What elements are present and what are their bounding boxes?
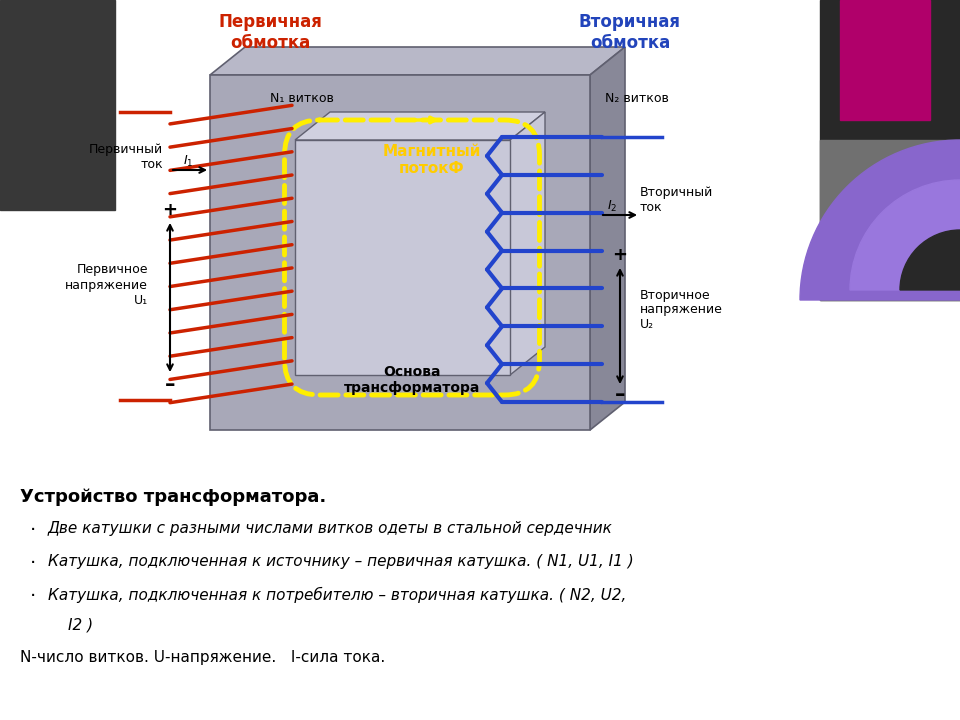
Text: Магнитный
потокФ: Магнитный потокФ <box>383 144 481 176</box>
Text: Устройство трансформатора.: Устройство трансформатора. <box>20 488 326 506</box>
Text: ·: · <box>30 521 36 540</box>
Text: $I_2$: $I_2$ <box>607 199 617 214</box>
Bar <box>210 75 590 430</box>
Polygon shape <box>510 112 545 375</box>
Text: N-число витков. U-напряжение.   I-сила тока.: N-число витков. U-напряжение. I-сила ток… <box>20 650 385 665</box>
Text: –: – <box>165 375 176 395</box>
Wedge shape <box>800 140 960 300</box>
Text: Две катушки с разными числами витков одеты в стальной сердечник: Две катушки с разными числами витков оде… <box>48 521 612 536</box>
Text: Катушка, подключенная к источнику – первичная катушка. ( N1, U1, I1 ): Катушка, подключенная к источнику – перв… <box>48 554 634 569</box>
Text: Вторичное
напряжение
U₂: Вторичное напряжение U₂ <box>640 289 723 331</box>
Text: Основа
трансформатора: Основа трансформатора <box>344 365 480 395</box>
Polygon shape <box>590 47 625 430</box>
Text: Катушка, подключенная к потребителю – вторичная катушка. ( N2, U2,: Катушка, подключенная к потребителю – вт… <box>48 587 626 603</box>
Wedge shape <box>850 180 960 290</box>
Text: Первичный
ток: Первичный ток <box>89 143 163 171</box>
Text: I2 ): I2 ) <box>68 617 93 632</box>
Text: N₂ витков: N₂ витков <box>605 92 669 105</box>
Text: ·: · <box>30 554 36 573</box>
Text: +: + <box>612 246 628 264</box>
Text: ·: · <box>30 587 36 606</box>
Text: N₁ витков: N₁ витков <box>270 92 334 105</box>
Polygon shape <box>210 47 625 75</box>
Text: +: + <box>162 201 178 219</box>
Polygon shape <box>295 112 545 140</box>
Bar <box>840 0 930 120</box>
Text: Вторичная
обмотка: Вторичная обмотка <box>579 13 681 52</box>
Text: –: – <box>614 385 625 405</box>
Wedge shape <box>900 230 960 290</box>
Bar <box>820 0 960 300</box>
Bar <box>295 140 510 375</box>
Bar <box>820 140 960 300</box>
Text: Первичная
обмотка: Первичная обмотка <box>218 13 322 52</box>
Text: $I_1$: $I_1$ <box>183 154 193 169</box>
Text: Первичное
напряжение
U₁: Первичное напряжение U₁ <box>65 264 148 307</box>
Text: Вторичный
ток: Вторичный ток <box>640 186 713 214</box>
Bar <box>0 0 115 210</box>
